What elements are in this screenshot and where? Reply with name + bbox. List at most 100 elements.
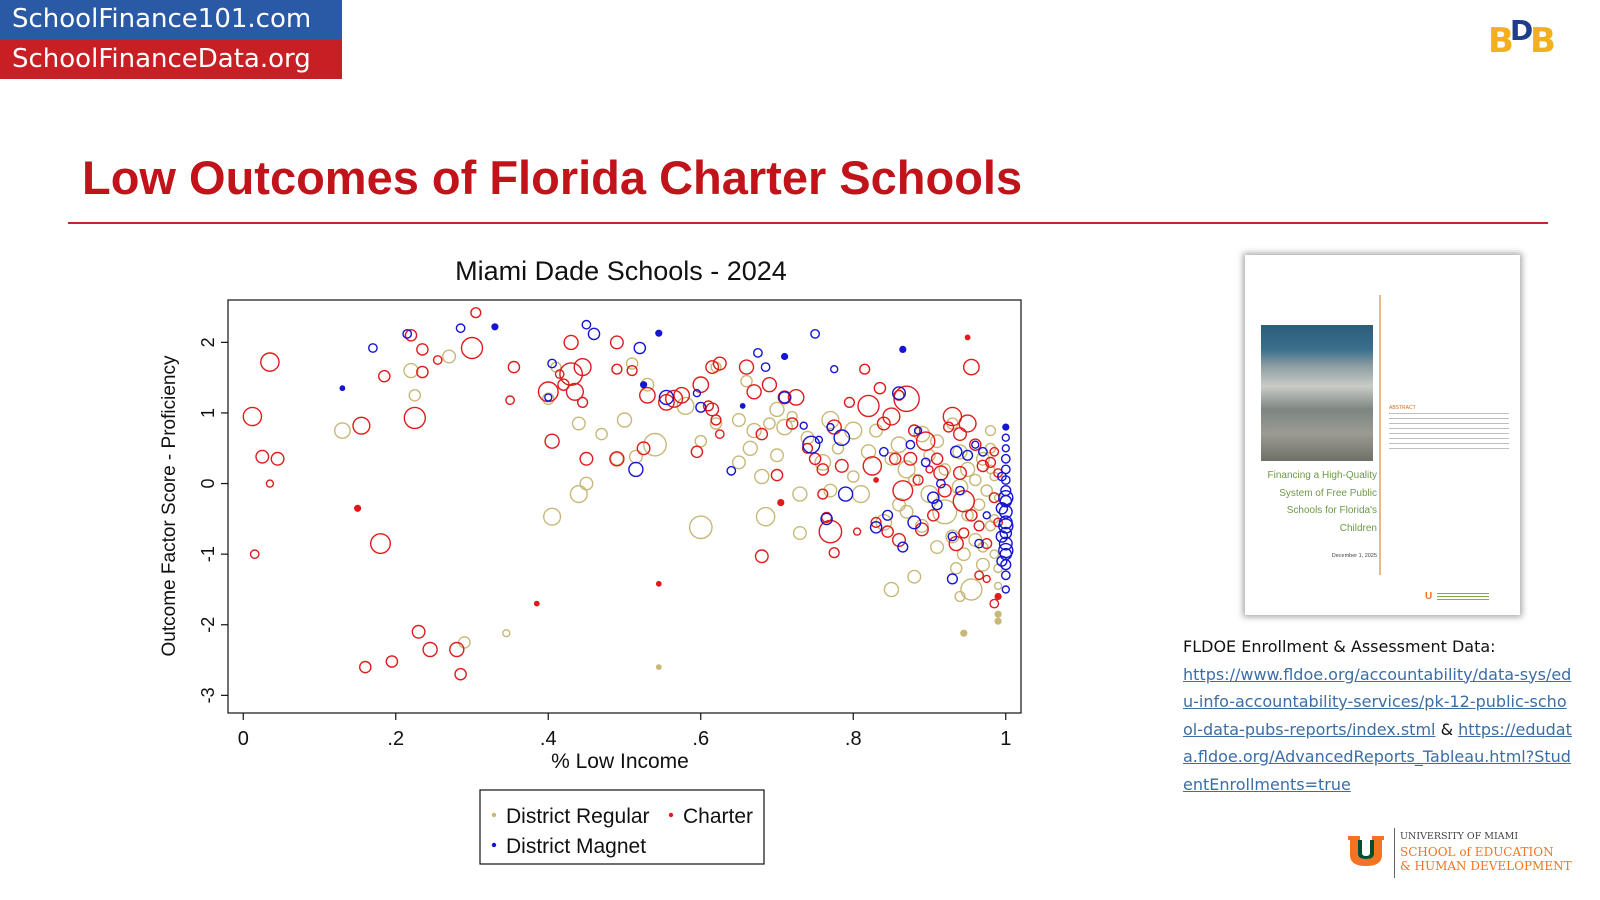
point-charter (505, 395, 515, 406)
point-charter (738, 359, 755, 375)
point-regular (408, 388, 422, 402)
x-tick-label: .2 (387, 728, 404, 750)
point-regular (960, 578, 983, 601)
point-magnet (899, 345, 907, 353)
point-charter (870, 516, 882, 529)
point-regular (403, 362, 419, 379)
point-magnet (995, 530, 1009, 543)
point-regular (959, 461, 976, 478)
point-charter (416, 343, 429, 356)
point-regular (755, 506, 776, 527)
point-magnet (491, 323, 499, 331)
point-charter (989, 598, 1000, 609)
point-regular (571, 416, 586, 431)
point-regular (972, 498, 986, 511)
y-tick-label: 1 (198, 408, 218, 418)
point-regular (831, 441, 845, 455)
point-regular (908, 473, 921, 487)
point-charter (270, 451, 285, 466)
point-charter (808, 452, 822, 466)
point-regular (847, 470, 860, 483)
point-charter (828, 547, 840, 559)
point-magnet (547, 358, 557, 369)
point-regular (609, 451, 624, 466)
point-charter (876, 416, 891, 431)
point-magnet (628, 461, 644, 478)
point-charter (852, 527, 862, 536)
legend-label-magnet: District Magnet (506, 835, 646, 858)
point-regular (502, 629, 511, 638)
edudata-link[interactable]: https://edudata.fldoe.org/AdvancedReport… (1183, 719, 1572, 794)
point-regular (616, 412, 633, 428)
point-magnet (814, 435, 824, 445)
report-cover-thumbnail[interactable]: ABSTRACT Financing a High-Quality System… (1245, 255, 1520, 615)
point-magnet (692, 388, 702, 398)
point-charter (925, 465, 934, 474)
point-charter (770, 468, 784, 482)
point-charter (974, 570, 984, 581)
site-badge-schoolfinance101[interactable]: SchoolFinance101.com (0, 0, 342, 39)
point-regular (814, 453, 832, 471)
point-charter (385, 655, 399, 668)
point-charter (449, 641, 465, 658)
point-regular (821, 410, 840, 430)
point-magnet (999, 526, 1013, 540)
x-axis-label: % Low Income (551, 750, 689, 773)
point-regular (993, 581, 1003, 591)
axes-layer: 0 .2 .4 .6 .8 1 -3 -2 -1 0 1 2 (198, 337, 1011, 750)
point-magnet (739, 402, 746, 409)
point-magnet (931, 499, 943, 511)
x-tick-label: 0 (238, 728, 249, 750)
point-magnet (640, 381, 648, 389)
point-charter (801, 442, 814, 454)
point-regular (543, 507, 562, 526)
point-magnet (869, 520, 883, 534)
fldoe-data-link[interactable]: https://www.fldoe.org/accountability/dat… (1183, 664, 1572, 739)
legend-label-regular: District Regular (506, 805, 650, 828)
report-title: Financing a High-Quality System of Free … (1267, 470, 1378, 534)
point-charter (673, 386, 691, 404)
point-regular (731, 412, 746, 427)
point-magnet (1000, 570, 1011, 581)
point-regular (914, 518, 929, 533)
point-regular (984, 425, 997, 437)
point-regular (907, 569, 922, 584)
y-tick-label: -1 (198, 546, 218, 562)
point-charter (834, 458, 849, 473)
report-abstract-text (1389, 413, 1509, 451)
point-charter (969, 438, 982, 451)
point-regular (938, 463, 952, 476)
site-badge-schoolfinancedata[interactable]: SchoolFinanceData.org (0, 39, 342, 79)
point-regular (643, 432, 667, 457)
point-charter (993, 517, 1003, 528)
point-charter (507, 360, 521, 374)
point-regular (458, 636, 471, 649)
point-regular (890, 436, 908, 454)
point-charter (882, 407, 901, 426)
point-charter (559, 362, 583, 387)
point-charter (862, 456, 883, 476)
point-charter (892, 533, 907, 548)
point-magnet (837, 486, 854, 502)
point-regular (625, 357, 639, 370)
point-regular (333, 422, 351, 440)
point-regular (994, 610, 1002, 618)
point-magnet (1000, 453, 1011, 464)
point-regular (731, 455, 746, 470)
legend-box (479, 789, 765, 865)
point-magnet (826, 422, 835, 432)
point-magnet (995, 501, 1009, 515)
point-regular (899, 504, 914, 519)
point-charter (636, 441, 651, 456)
point-regular (956, 547, 971, 562)
point-regular (932, 499, 958, 525)
bdb-logo-b2: B (1530, 21, 1556, 56)
x-tick-label: .8 (845, 728, 862, 750)
point-charter (785, 417, 799, 430)
point-charter (573, 357, 592, 377)
point-regular (792, 486, 808, 502)
point-charter (577, 396, 589, 409)
point-charter (712, 356, 727, 371)
point-charter (702, 400, 715, 412)
point-magnet (778, 391, 791, 404)
